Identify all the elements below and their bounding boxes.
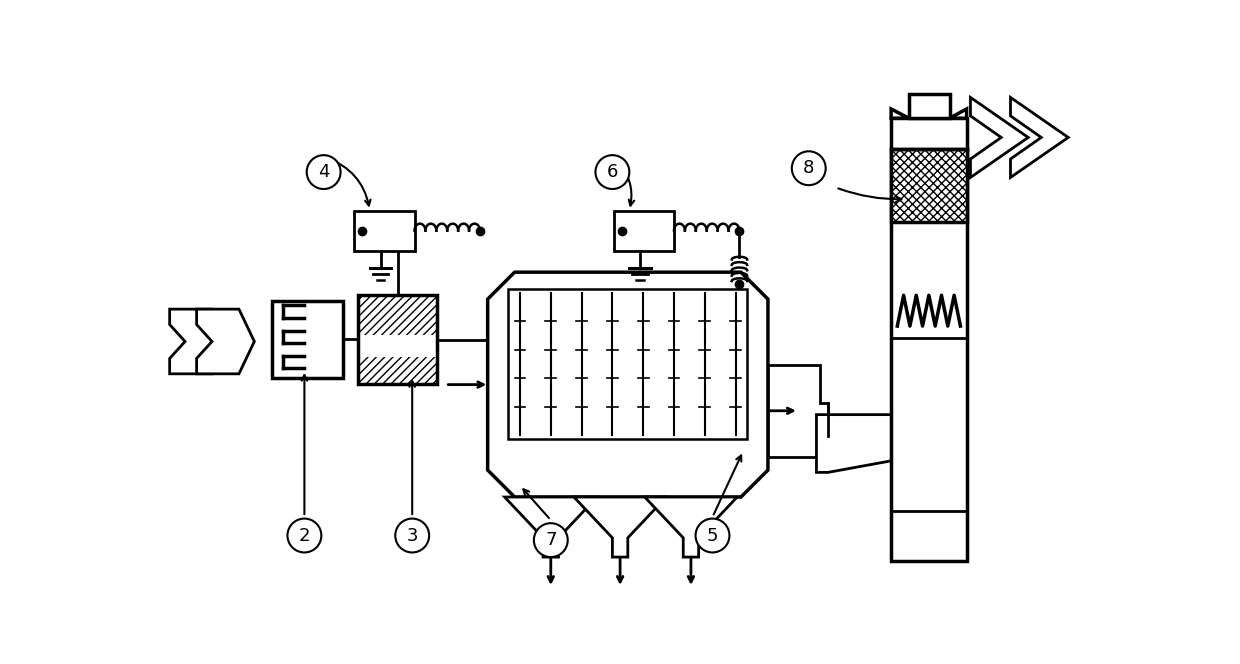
Bar	[355, 210, 414, 250]
Circle shape	[696, 519, 729, 552]
Text: 4: 4	[317, 163, 330, 181]
Text: 3: 3	[407, 527, 418, 544]
Polygon shape	[892, 109, 909, 118]
Bar	[272, 301, 343, 378]
Bar	[508, 289, 748, 440]
Polygon shape	[197, 309, 254, 374]
Polygon shape	[574, 497, 666, 557]
Bar	[892, 118, 967, 561]
Circle shape	[396, 519, 429, 552]
Bar	[358, 295, 436, 335]
Bar	[892, 149, 967, 222]
Text: 2: 2	[299, 527, 310, 544]
Circle shape	[288, 519, 321, 552]
Polygon shape	[645, 497, 737, 557]
Polygon shape	[505, 497, 596, 557]
Bar	[909, 94, 950, 118]
Circle shape	[534, 523, 568, 557]
Circle shape	[792, 151, 826, 185]
Polygon shape	[768, 365, 828, 457]
Bar	[614, 210, 675, 250]
Polygon shape	[816, 414, 892, 472]
Polygon shape	[971, 98, 1028, 177]
Text: 5: 5	[707, 527, 718, 544]
Text: 7: 7	[546, 531, 557, 549]
Polygon shape	[170, 309, 227, 374]
Polygon shape	[1011, 98, 1068, 177]
Circle shape	[595, 155, 630, 189]
Polygon shape	[487, 272, 768, 497]
Circle shape	[306, 155, 341, 189]
Bar	[358, 295, 436, 384]
Bar	[358, 344, 436, 384]
Text: 6: 6	[606, 163, 618, 181]
Polygon shape	[950, 109, 967, 118]
Text: 8: 8	[804, 159, 815, 177]
Bar	[358, 335, 436, 357]
